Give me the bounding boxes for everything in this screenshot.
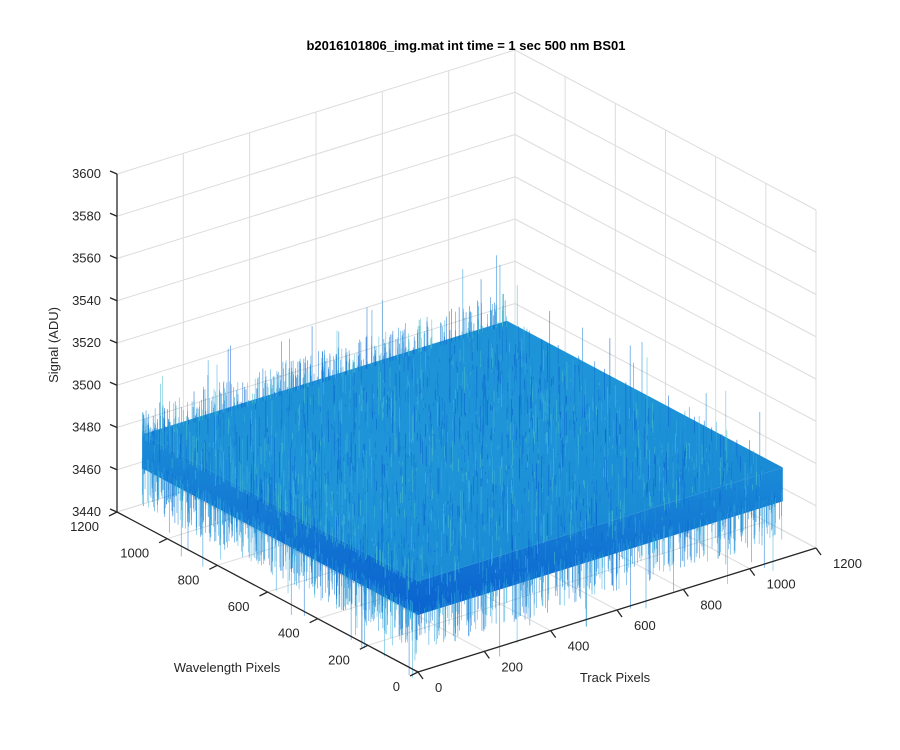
z-tick-label: 3600 (72, 166, 101, 181)
x-tick-label: 600 (634, 618, 656, 633)
x-tick-label: 400 (568, 639, 590, 654)
z-tick-mark (109, 508, 118, 513)
axis-labels: b2016101806_img.mat int time = 1 sec 500… (46, 38, 651, 685)
x-tick-label: 1000 (767, 577, 796, 592)
side-wall-grid-line (514, 49, 817, 211)
side-wall-grid-line (514, 218, 817, 380)
z-axis-label: Signal (ADU) (46, 307, 61, 383)
x-tick-mark (483, 650, 490, 659)
x-tick-mark (749, 568, 756, 577)
surface-left-face (142, 434, 418, 615)
y-tick-mark (209, 564, 218, 570)
z-tick-label: 3520 (72, 335, 101, 350)
back-wall-grid-line (116, 176, 516, 302)
back-wall-grid-line (116, 260, 516, 386)
z-tick-mark (109, 170, 118, 175)
x-tick-mark (417, 671, 424, 680)
x-tick-mark (550, 630, 557, 639)
y-tick-mark (259, 591, 268, 597)
z-tick-label: 3460 (72, 462, 101, 477)
y-tick-label: 800 (178, 572, 200, 587)
z-tick-label: 3480 (72, 420, 101, 435)
z-tick-mark (109, 466, 118, 471)
x-axis-label: Track Pixels (580, 670, 651, 685)
y-tick-label: 1000 (120, 546, 149, 561)
z-tick-mark (109, 423, 118, 429)
x-tick-mark (616, 609, 623, 618)
z-tick-mark (109, 212, 118, 217)
y-tick-mark (158, 538, 168, 544)
z-tick-label: 3540 (72, 293, 101, 308)
x-tick-label: 0 (435, 680, 442, 695)
x-tick-label: 800 (700, 597, 722, 612)
surface-mesh (141, 255, 783, 678)
side-wall-grid-line (514, 134, 817, 295)
y-tick-mark (309, 618, 318, 624)
y-tick-mark (409, 671, 419, 677)
x-tick-mark (682, 588, 689, 597)
side-wall-grid-line (514, 91, 817, 253)
y-tick-label: 400 (278, 626, 300, 641)
z-tick-label: 3440 (72, 504, 101, 519)
z-tick-mark (109, 339, 118, 344)
back-wall-grid-line (116, 49, 516, 175)
z-tick-label: 3500 (72, 377, 101, 392)
side-wall-grid-line (514, 260, 817, 422)
z-tick-label: 3560 (72, 251, 101, 266)
chart-title: b2016101806_img.mat int time = 1 sec 500… (306, 38, 625, 53)
y-tick-label: 1200 (70, 519, 99, 534)
z-tick-mark (109, 254, 118, 260)
z-tick-mark (109, 381, 118, 386)
z-tick-label: 3580 (72, 208, 101, 223)
y-tick-label: 200 (328, 652, 350, 667)
y-tick-mark (359, 644, 369, 650)
y-axis-label: Wavelength Pixels (174, 660, 281, 675)
z-tick-mark (109, 297, 118, 302)
back-wall-grid-line (116, 134, 516, 259)
side-wall-grid-line (514, 176, 817, 338)
x-tick-label: 1200 (833, 556, 862, 571)
back-wall-grid-line (116, 91, 516, 217)
axes: 0 200 400 600 800 1000 1200 0 200 400 600 800 1000 12… (70, 166, 862, 695)
back-wall-grid-line (116, 303, 516, 428)
y-tick-label: 0 (393, 679, 400, 694)
y-tick-label: 600 (228, 599, 250, 614)
side-wall-grid-line (514, 303, 817, 464)
x-tick-label: 200 (501, 659, 523, 674)
x-tick-mark (815, 547, 822, 556)
y-tick-mark (108, 511, 118, 517)
back-wall-grid-line (116, 218, 516, 344)
